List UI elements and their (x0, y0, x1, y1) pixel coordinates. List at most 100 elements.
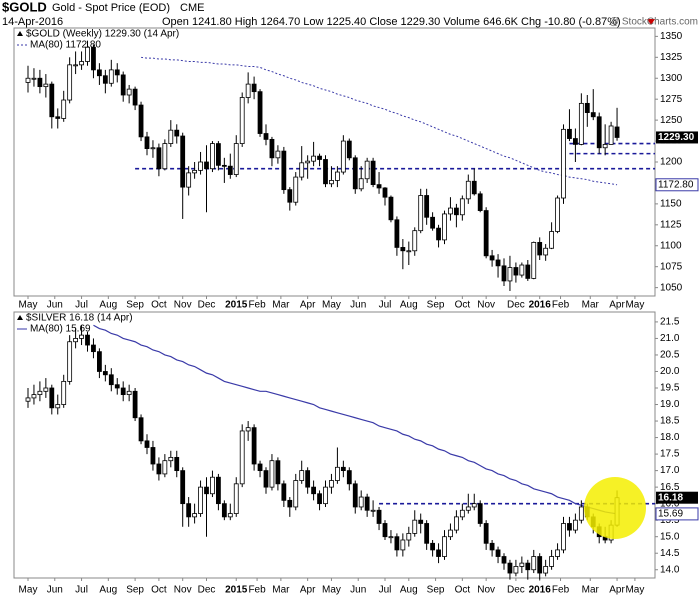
y-tick-label: 21.5 (660, 317, 680, 328)
candle-body (543, 247, 549, 256)
legend-marker (17, 31, 23, 36)
candle-body (186, 503, 192, 518)
candle-body (549, 231, 554, 249)
candle-body (382, 523, 388, 538)
quote: Open 1241.80 High 1264.70 Low 1225.40 Cl… (162, 16, 621, 28)
candle-body (108, 374, 114, 386)
candle-body (483, 210, 489, 257)
x-tick-label: Apr (609, 300, 625, 311)
y-tick-label: 1300 (660, 73, 683, 84)
candle-body (91, 344, 96, 353)
candle-body (168, 129, 174, 144)
candle-body (120, 387, 126, 396)
candle-body (459, 509, 465, 518)
candle-body (257, 463, 263, 472)
legend-marker (17, 315, 23, 320)
candle-body (442, 213, 447, 241)
candle-body (477, 503, 483, 524)
x-tick-label: Jul (379, 300, 392, 311)
copyright: @ StockCharts.com (609, 17, 698, 28)
candle-body (412, 519, 418, 534)
x-tick-label: May (625, 585, 644, 596)
x-tick-label: Mar (272, 300, 290, 311)
y-tick-label: 18.5 (660, 416, 680, 427)
candle-body (584, 102, 590, 113)
candle-body (436, 549, 441, 557)
x-tick-label: Sep (427, 585, 445, 596)
candle-body (382, 187, 388, 198)
candle-body (448, 529, 453, 538)
x-tick-label: Apr (300, 300, 316, 311)
x-tick-label: Jun (350, 300, 366, 311)
y-tick-label: 14.5 (660, 548, 680, 559)
candle-body (448, 207, 453, 215)
candle-body (174, 129, 180, 137)
candle-body (513, 566, 519, 574)
candle-body (590, 112, 596, 118)
moving-average (140, 56, 618, 186)
candle-body (108, 69, 114, 84)
candle-body (340, 140, 346, 173)
candle-body (37, 77, 43, 88)
x-tick-label: Mar (272, 585, 290, 596)
candle-body (501, 556, 507, 564)
candle-body (198, 486, 203, 514)
y-tick-label: 17.5 (660, 449, 680, 460)
y-tick-label: 1350 (660, 31, 683, 42)
y-tick-label: 1250 (660, 115, 683, 126)
candle-body (162, 143, 168, 170)
y-tick-label: 16.0 (660, 498, 680, 509)
candle-body (126, 390, 132, 396)
candle-body (525, 562, 531, 571)
x-tick-label: May (19, 585, 38, 596)
candle-body (340, 466, 346, 472)
candle-body (114, 69, 120, 76)
candle-body (227, 165, 233, 175)
candle-body (543, 566, 549, 574)
x-tick-label: 2016 (529, 300, 552, 311)
candle-body (180, 135, 186, 188)
candle-body (227, 513, 233, 518)
candle-body (346, 140, 352, 159)
x-tick-label: Jun (350, 585, 366, 596)
candle-body (537, 556, 543, 574)
candle-body (269, 138, 275, 159)
ma-price-label: 1172.80 (658, 179, 694, 190)
x-tick-label: Nov (477, 585, 495, 596)
x-tick-label: Nov (174, 300, 192, 311)
candle-body (352, 483, 358, 508)
candle-body (233, 143, 239, 175)
candle-body (418, 195, 424, 232)
y-tick-label: 1050 (660, 282, 683, 293)
candle-body (245, 83, 251, 98)
legend-entry: $SILVER 16.18 (14 Apr) (26, 313, 133, 324)
candle-body (471, 180, 477, 195)
x-tick-label: Jul (379, 585, 392, 596)
y-tick-label: 20.0 (660, 366, 680, 377)
candle-body (430, 216, 436, 229)
candle-body (251, 83, 257, 93)
y-tick-label: 19.0 (660, 399, 680, 410)
candle-body (102, 75, 108, 84)
candle-body (412, 230, 418, 252)
candle-body (215, 476, 221, 505)
candle-body (239, 97, 245, 144)
candle-body (453, 207, 459, 216)
candle-body (537, 241, 543, 256)
candle-body (519, 562, 525, 567)
candle-body (25, 397, 31, 402)
legend-entry: $GOLD (Weekly) 1229.30 (14 Apr) (26, 29, 179, 40)
x-tick-label: Oct (151, 300, 167, 311)
candle-body (31, 394, 37, 399)
y-tick-label: 1275 (660, 94, 683, 105)
x-tick-label: May (19, 300, 38, 311)
candle-body (221, 164, 227, 167)
x-tick-label: Jul (75, 585, 88, 596)
candle-body (329, 180, 334, 185)
candle-body (287, 499, 293, 508)
candle-body (334, 466, 340, 481)
y-tick-label: 1125 (660, 219, 682, 230)
candle-body (263, 133, 269, 140)
candle-body (358, 496, 364, 508)
candle-body (334, 171, 340, 181)
